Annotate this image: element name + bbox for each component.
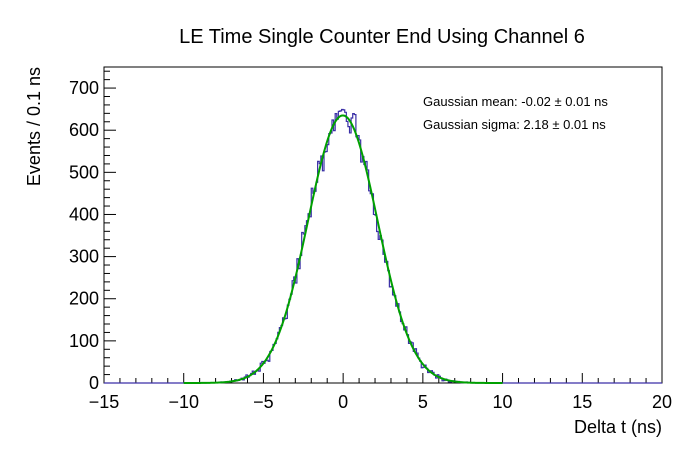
y-tick-label: 100 bbox=[69, 331, 99, 351]
y-axis-label: Events / 0.1 ns bbox=[24, 67, 44, 186]
x-tick-label: 15 bbox=[572, 392, 592, 412]
y-tick-label: 700 bbox=[69, 78, 99, 98]
x-tick-label: 0 bbox=[338, 392, 348, 412]
y-tick-label: 300 bbox=[69, 247, 99, 267]
x-tick-label: −15 bbox=[89, 392, 120, 412]
y-tick-label: 500 bbox=[69, 162, 99, 182]
x-axis-label: Delta t (ns) bbox=[574, 417, 662, 437]
annotation-gaussian-sigma: Gaussian sigma: 2.18 ± 0.01 ns bbox=[423, 117, 606, 132]
annotation-gaussian-mean: Gaussian mean: -0.02 ± 0.01 ns bbox=[423, 94, 608, 109]
y-tick-label: 0 bbox=[89, 373, 99, 393]
y-axis-ticks bbox=[104, 70, 116, 384]
y-tick-label: 400 bbox=[69, 204, 99, 224]
y-tick-label: 200 bbox=[69, 289, 99, 309]
plot-frame bbox=[103, 66, 663, 384]
x-tick-label: −5 bbox=[253, 392, 274, 412]
y-tick-label: 600 bbox=[69, 120, 99, 140]
x-tick-label: 20 bbox=[652, 392, 672, 412]
gaussian-fit-curve bbox=[183, 114, 503, 384]
x-tick-label: −10 bbox=[168, 392, 199, 412]
x-tick-label: 5 bbox=[418, 392, 428, 412]
x-axis-tick-labels: −15 −10 −5 0 5 10 15 20 bbox=[89, 392, 672, 412]
chart-title: LE Time Single Counter End Using Channel… bbox=[179, 26, 585, 48]
y-axis-tick-labels: 0 100 200 300 400 500 600 700 bbox=[69, 78, 99, 393]
x-axis-ticks bbox=[103, 373, 663, 383]
x-tick-label: 10 bbox=[493, 392, 513, 412]
